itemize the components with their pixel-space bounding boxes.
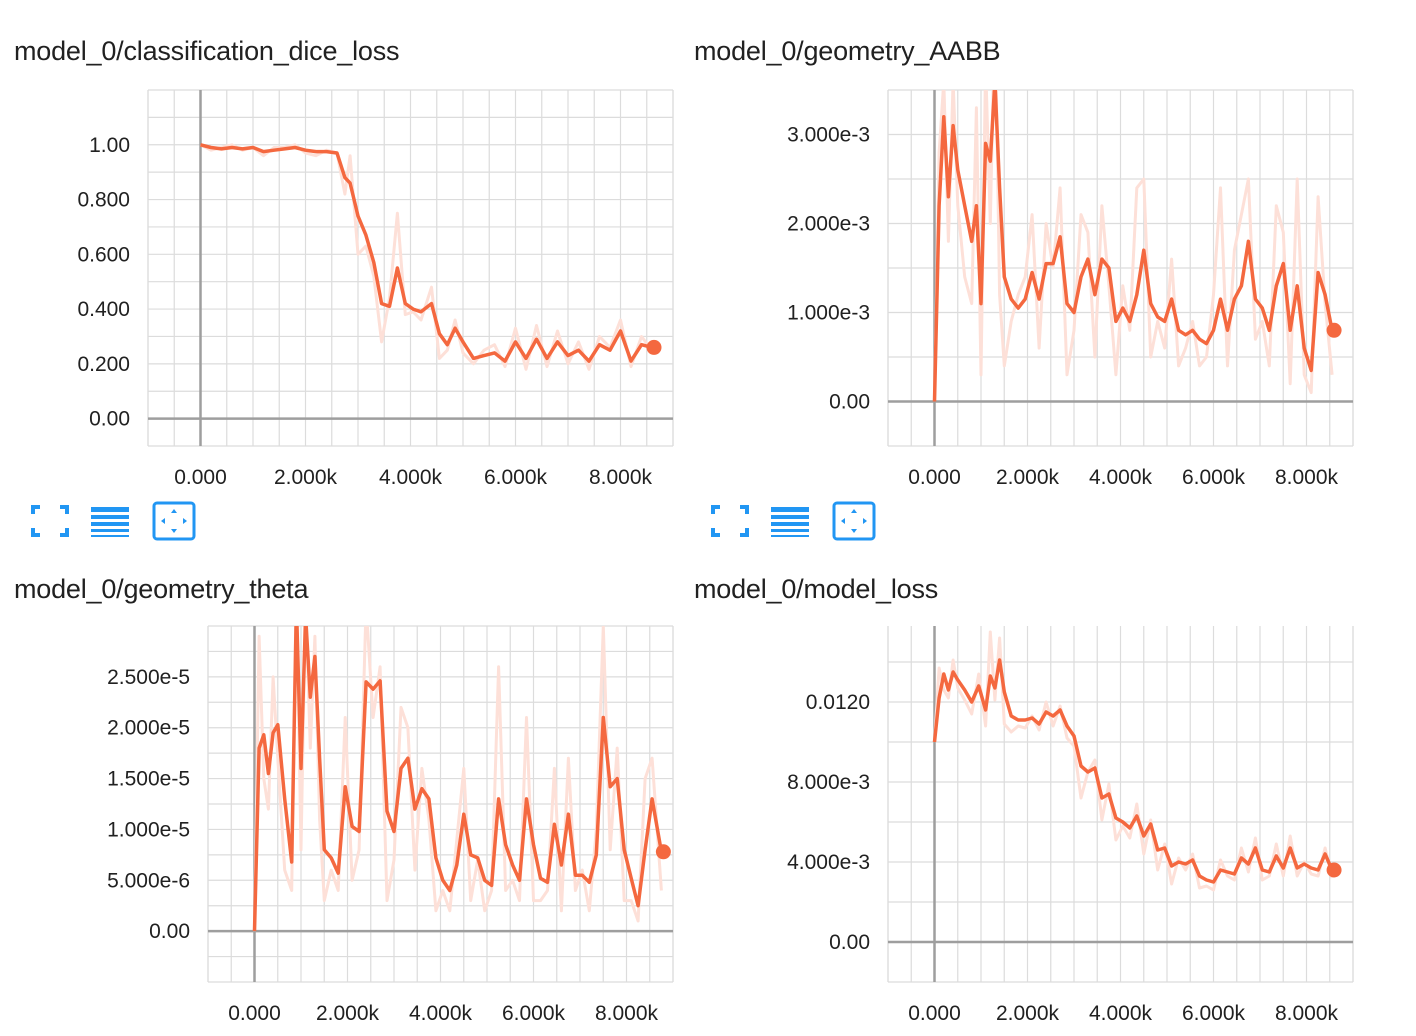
smoothed-series-line <box>932 658 1334 884</box>
y-tick-label: 1.500e-5 <box>107 768 190 791</box>
y-tick-label: 0.00 <box>829 931 870 954</box>
x-tick-label: 2.000k <box>274 466 338 489</box>
fullscreen-icon <box>31 505 69 537</box>
raw-series-line <box>933 90 1334 402</box>
y-tick-label: 0.600 <box>77 243 130 266</box>
y-tick-label: 2.500e-5 <box>107 666 190 689</box>
y-tick-label: 0.800 <box>77 189 130 212</box>
y-tick-label: 0.00 <box>829 391 870 414</box>
grid <box>887 626 1354 983</box>
x-tick-label: 4.000k <box>409 1002 473 1025</box>
x-tick-label: 8.000k <box>595 1002 659 1025</box>
x-tick-label: 0.000 <box>228 1002 281 1025</box>
x-tick-label: 0.000 <box>908 1002 961 1025</box>
toggle-log-scale-button[interactable] <box>88 500 132 542</box>
x-tick-label: 4.000k <box>1089 1002 1153 1025</box>
y-tick-label: 3.000e-3 <box>787 124 870 147</box>
y-tick-label: 2.000e-5 <box>107 717 190 740</box>
y-tick-label: 0.00 <box>149 920 190 943</box>
fit-domain-icon <box>152 501 196 541</box>
chart-title: model_0/classification_dice_loss <box>14 36 400 66</box>
toggle-log-scale-button[interactable] <box>768 500 812 542</box>
x-tick-label: 2.000k <box>996 1002 1060 1025</box>
x-tick-label: 4.000k <box>379 466 443 489</box>
fit-domain-button[interactable] <box>152 500 196 542</box>
line-chart[interactable]: 0.000 2.000k 4.000k 6.000k 8.000k 0.00 1.000e-… <box>680 0 1370 500</box>
y-tick-label: 2.000e-3 <box>787 213 870 236</box>
last-value-point <box>646 339 662 355</box>
fit-domain-button[interactable] <box>832 500 876 542</box>
raw-series-line <box>933 630 1334 892</box>
toggle-log-scale-icon <box>771 507 809 537</box>
x-tick-label: 2.000k <box>996 466 1060 489</box>
fullscreen-button[interactable] <box>708 500 752 542</box>
x-tick-label: 4.000k <box>1089 466 1153 489</box>
y-tick-label: 0.400 <box>77 298 130 321</box>
y-tick-label: 1.00 <box>89 134 130 157</box>
fullscreen-icon <box>711 505 749 537</box>
grid <box>207 625 674 983</box>
x-tick-label: 6.000k <box>1182 466 1246 489</box>
smoothed-series-line <box>932 90 1334 402</box>
y-tick-label: 4.000e-3 <box>787 851 870 874</box>
line-chart[interactable]: 0.000 2.000k 4.000k 6.000k 8.000k 0.00 4.000e-… <box>680 538 1370 1036</box>
last-value-point <box>1326 862 1342 878</box>
smoothed-series-line <box>200 143 653 363</box>
y-tick-label: 1.000e-5 <box>107 818 190 841</box>
x-tick-label: 2.000k <box>316 1002 380 1025</box>
x-tick-label: 8.000k <box>589 466 653 489</box>
x-tick-label: 0.000 <box>174 466 227 489</box>
x-tick-label: 6.000k <box>1182 1002 1246 1025</box>
toggle-log-scale-icon <box>91 507 129 537</box>
last-value-point <box>655 844 671 860</box>
fullscreen-button[interactable] <box>28 500 72 542</box>
y-tick-label: 1.000e-3 <box>787 302 870 325</box>
y-tick-label: 8.000e-3 <box>787 771 870 794</box>
grid <box>147 89 674 447</box>
x-tick-label: 6.000k <box>484 466 548 489</box>
y-tick-label: 0.0120 <box>806 691 870 714</box>
y-tick-label: 0.200 <box>77 353 130 376</box>
y-tick-label: 0.00 <box>89 408 130 431</box>
last-value-point <box>1326 322 1342 338</box>
smoothed-series-line <box>252 626 664 932</box>
x-tick-label: 8.000k <box>1275 466 1339 489</box>
line-chart[interactable]: 0.000 2.000k 4.000k 6.000k 8.000k 0.00 0.200 0.… <box>0 0 690 500</box>
line-chart[interactable]: 0.000 2.000k 4.000k 6.000k 8.000k 0.00 5.000e-… <box>0 538 690 1036</box>
x-tick-label: 8.000k <box>1275 1002 1339 1025</box>
chart-title: model_0/geometry_theta <box>14 574 309 604</box>
y-tick-label: 5.000e-6 <box>107 869 190 892</box>
x-tick-label: 6.000k <box>502 1002 566 1025</box>
chart-title: model_0/model_loss <box>694 574 939 604</box>
raw-series-line <box>199 143 654 371</box>
chart-title: model_0/geometry_AABB <box>694 36 1001 66</box>
fit-domain-icon <box>832 501 876 541</box>
x-tick-label: 0.000 <box>908 466 961 489</box>
